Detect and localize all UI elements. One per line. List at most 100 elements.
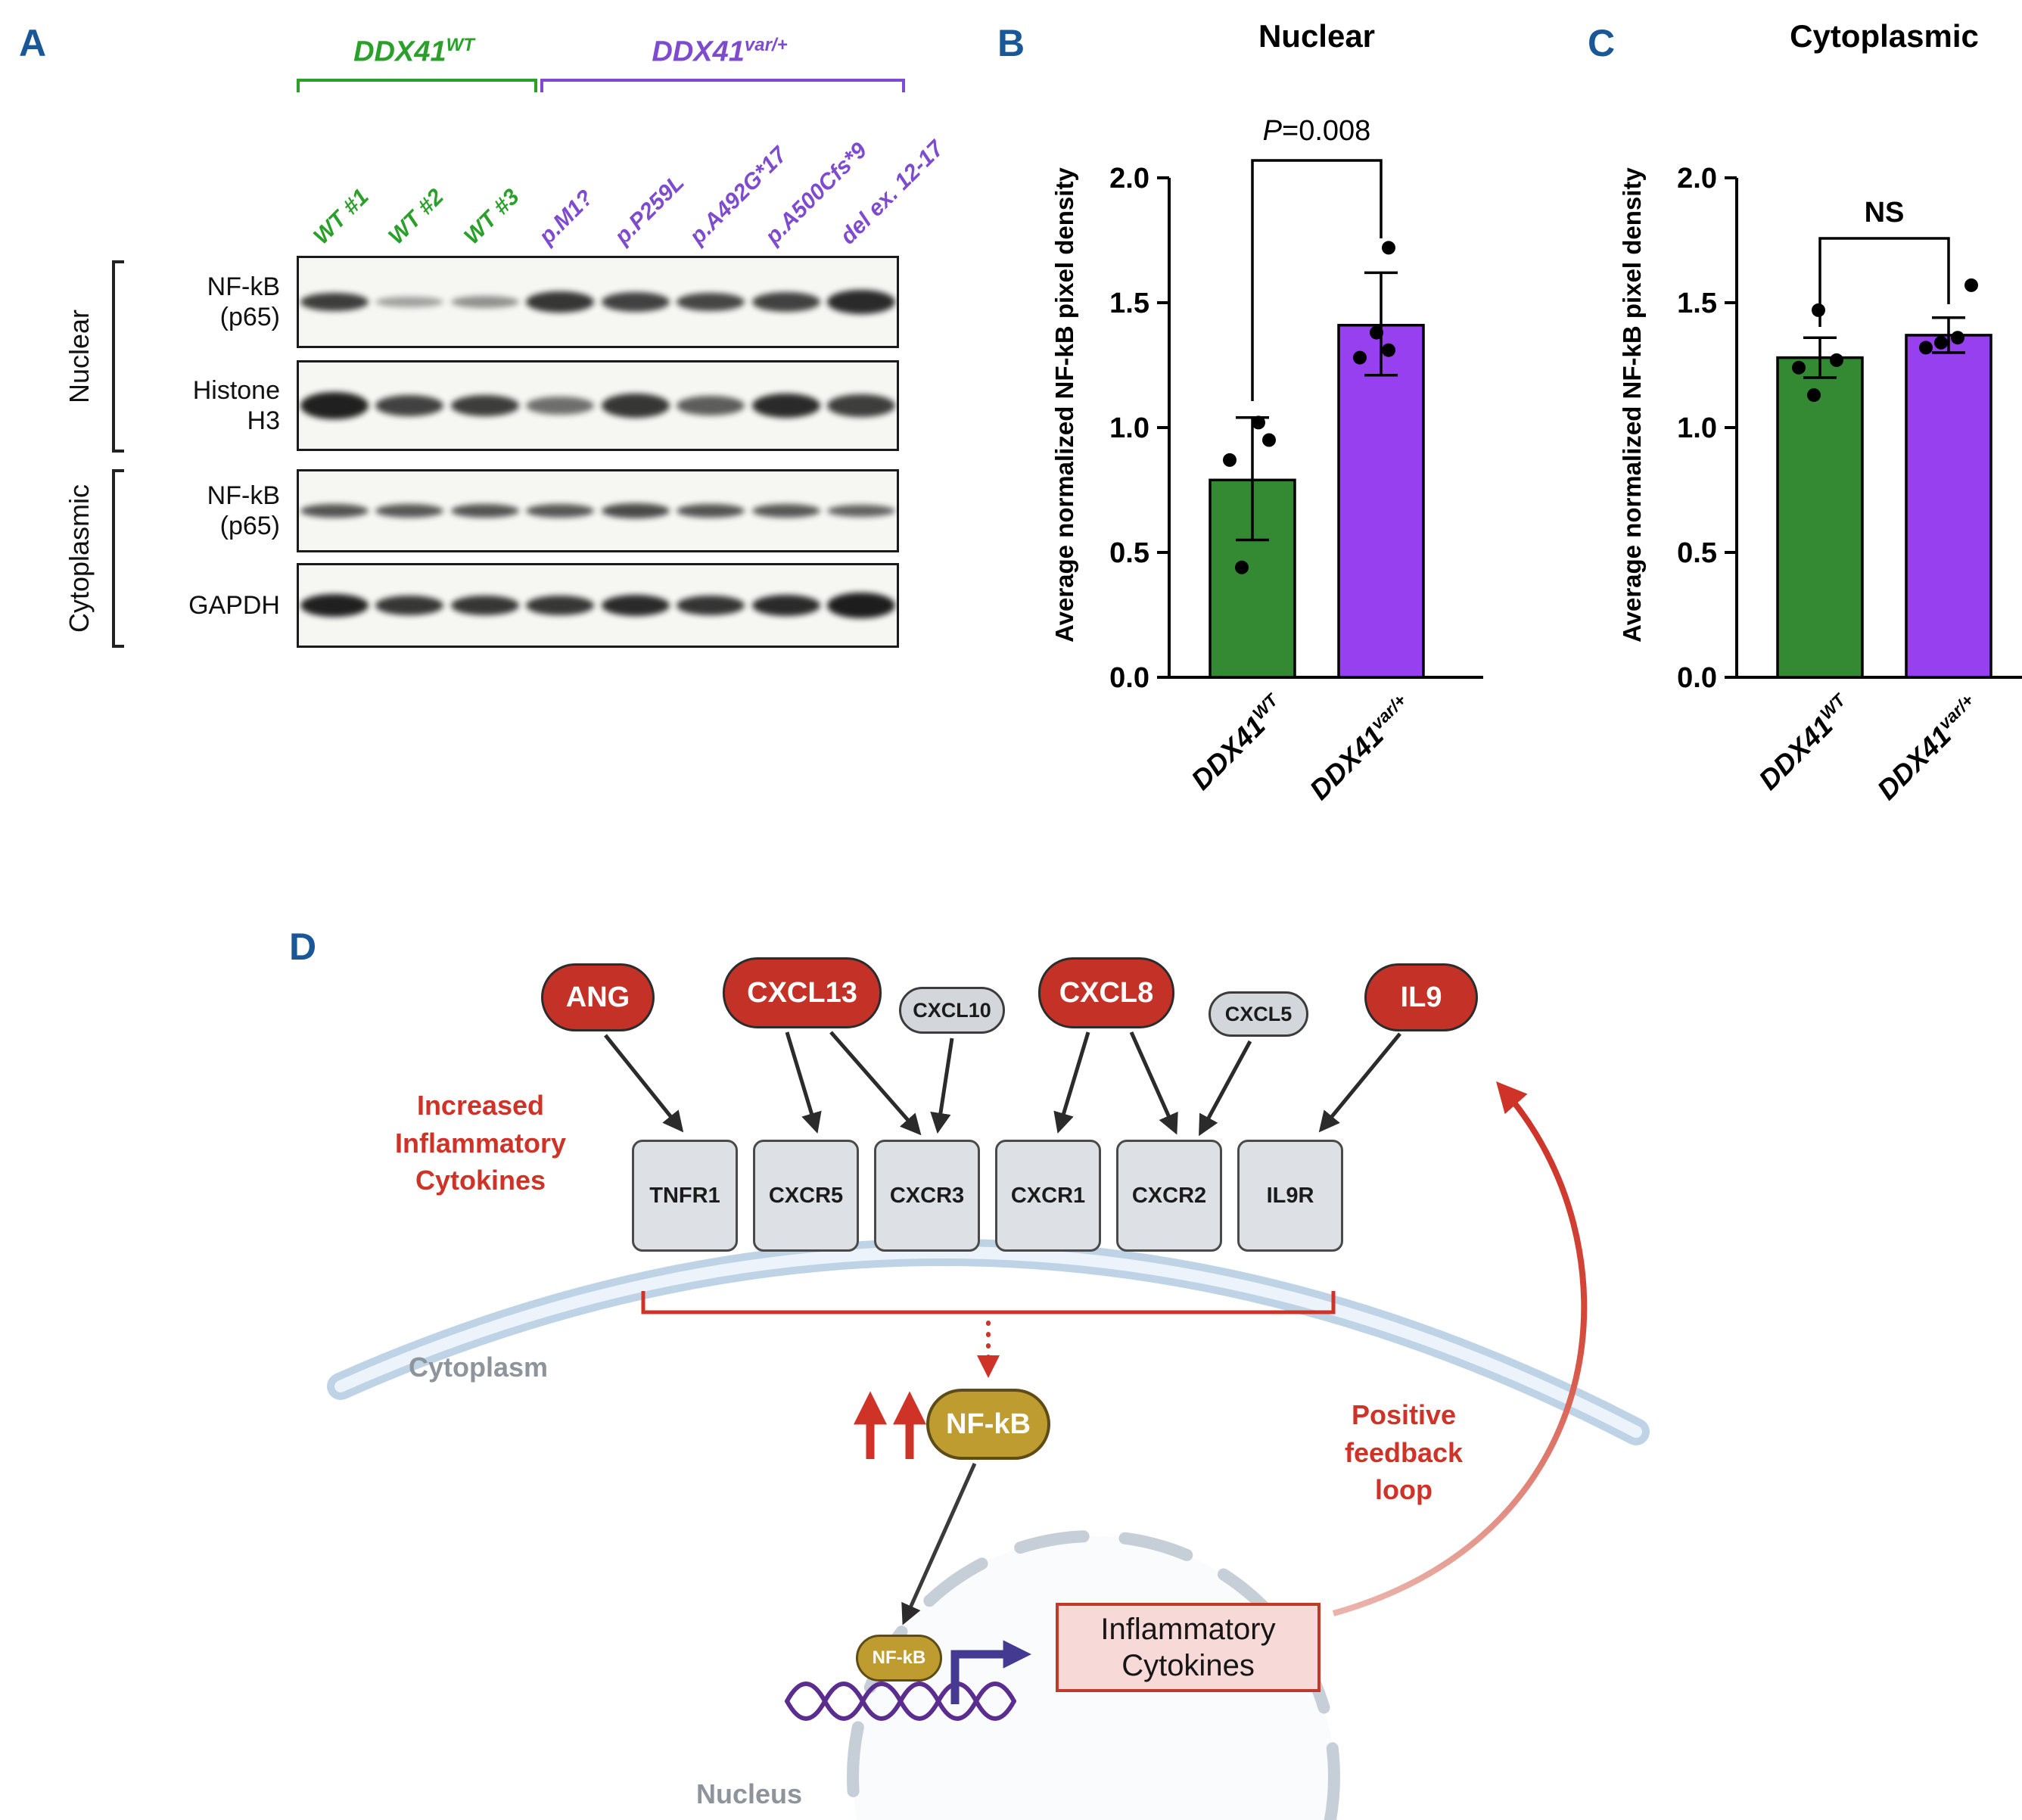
box-line: Inflammatory (1100, 1613, 1276, 1646)
dna-helix-strand (785, 1682, 1016, 1721)
chart-c-title: Cytoplasmic (1790, 18, 1979, 54)
svg-text:2.0: 2.0 (1109, 163, 1149, 194)
blot-band (375, 395, 443, 416)
blot-band (300, 594, 369, 617)
chart-c-significance: NS (1865, 197, 1905, 229)
svg-text:1.0: 1.0 (1109, 412, 1149, 444)
nucleus-nfkb-node: NF-kB (856, 1635, 942, 1682)
nucleus-label: Nucleus (696, 1778, 803, 1809)
receptor-node-il9r: IL9R (1237, 1140, 1343, 1252)
receptor-node-cxcr3: CXCR3 (874, 1140, 980, 1252)
blot-strip-histone-h3 (297, 360, 899, 451)
blot-label-line: H3 (247, 406, 280, 435)
blot-row-label-gapdh: GAPDH (114, 590, 280, 621)
chart-b-plot: 0.0 0.5 1.0 1.5 2.0 (1109, 159, 1483, 694)
cell-membrane-inner (334, 1246, 1642, 1438)
blot-band (375, 297, 443, 307)
significance-p: P (1262, 115, 1283, 147)
chart-b-significance: P=0.008 (1263, 115, 1371, 148)
blot-band (752, 504, 820, 518)
group-var-base: DDX41 (652, 36, 745, 68)
blot-label-line: (p65) (219, 512, 280, 540)
lane-label-m1: p.M1? (533, 185, 599, 250)
panel-d-diagram-canvas (327, 1031, 1650, 1820)
increased-cytokines-caption: Increased Inflammatory Cytokines (352, 1087, 609, 1199)
nfkb-translocation-arrow (901, 1462, 977, 1626)
cytokine-node-il9: IL9 (1364, 963, 1478, 1031)
svg-text:2.0: 2.0 (1677, 163, 1717, 194)
lane-label-wt1: WT #1 (308, 184, 374, 250)
lane-label-p259l: p.P259L (609, 170, 689, 250)
blot-band (451, 395, 519, 416)
receptor-node-cxcr2: CXCR2 (1116, 1140, 1222, 1252)
panel-b-label: B (997, 22, 1025, 64)
receptor-node-tnfr1: TNFR1 (632, 1140, 738, 1252)
caption-line: feedback (1344, 1436, 1464, 1468)
caption-line: Cytokines (415, 1165, 546, 1196)
blot-band (827, 505, 895, 517)
positive-feedback-caption: Positive feedback loop (1283, 1396, 1525, 1509)
arrow-cxcl8-cxcr1 (1053, 1031, 1090, 1134)
nuclear-fraction-bracket (112, 260, 124, 453)
wt-group-bracket (297, 79, 537, 92)
caption-line: loop (1375, 1474, 1433, 1506)
blot-band (752, 292, 820, 312)
cytoplasmic-fraction-bracket (112, 469, 124, 648)
blot-row-label-cyto-nfkb: NF-kB (p65) (114, 481, 280, 541)
blot-band (526, 504, 594, 518)
blot-band (602, 394, 670, 418)
arrow-cxcl8-cxcr2 (1129, 1031, 1178, 1135)
blot-band (300, 392, 369, 419)
fraction-label-cytoplasmic: Cytoplasmic (64, 484, 95, 633)
positive-feedback-arrow (1332, 1081, 1588, 1616)
svg-text:0.5: 0.5 (1677, 537, 1717, 569)
panel-a-label: A (19, 22, 47, 64)
svg-text:0.0: 0.0 (1109, 662, 1149, 694)
arrow-cxcl13-cxcr3 (829, 1031, 922, 1136)
group-wt-sup: WT (446, 35, 474, 55)
nfkb-node: NF-kB (926, 1389, 1050, 1460)
cytokine-node-ang: ANG (541, 963, 655, 1031)
svg-text:0.5: 0.5 (1109, 537, 1149, 569)
lane-label-wt3: WT #3 (459, 184, 524, 250)
blot-row-label-nuclear-nfkb: NF-kB (p65) (114, 272, 280, 332)
blot-band (752, 394, 820, 418)
blot-label-line: NF-kB (207, 272, 280, 301)
blot-band (602, 595, 670, 616)
cytokine-node-cxcl13: CXCL13 (723, 957, 882, 1028)
cytokine-node-cxcl5: CXCL5 (1209, 991, 1308, 1037)
blot-band (375, 596, 443, 615)
blot-label-line: NF-kB (207, 481, 280, 510)
panel-c-label: C (1588, 22, 1616, 64)
blot-band (677, 504, 745, 518)
arrow-cxcl5-cxcr2 (1199, 1040, 1252, 1137)
blot-band (752, 595, 820, 616)
blot-band (677, 596, 745, 615)
arrow-cxcl13-cxcr5 (785, 1031, 822, 1134)
svg-text:0.0: 0.0 (1677, 662, 1717, 694)
blot-band (451, 504, 519, 518)
lane-label-wt2: WT #2 (383, 184, 449, 250)
caption-line: Increased (416, 1090, 545, 1121)
blot-band (677, 396, 745, 415)
svg-text:1.0: 1.0 (1677, 412, 1717, 444)
panel-d-label: D (289, 926, 317, 968)
blot-strip-nuclear-nfkb (297, 256, 899, 348)
significance-value: =0.008 (1282, 115, 1371, 147)
receptor-node-cxcr1: CXCR1 (995, 1140, 1101, 1252)
cytokine-node-cxcl8: CXCL8 (1038, 957, 1174, 1028)
box-line: Cytokines (1121, 1649, 1255, 1682)
inflammatory-cytokines-box: Inflammatory Cytokines (1056, 1603, 1321, 1692)
group-var-sup: var/+ (744, 35, 788, 55)
blot-band (300, 293, 369, 311)
blot-label-line: Histone (192, 376, 280, 405)
blot-band (827, 290, 895, 314)
blot-band (526, 291, 594, 313)
blot-label-line: (p65) (219, 303, 280, 331)
blot-band (451, 296, 519, 308)
group-label-var: DDX41var/+ (580, 35, 860, 69)
blot-band (677, 293, 745, 311)
cytokine-node-cxcl10: CXCL10 (899, 987, 1005, 1034)
blot-band (827, 593, 895, 618)
